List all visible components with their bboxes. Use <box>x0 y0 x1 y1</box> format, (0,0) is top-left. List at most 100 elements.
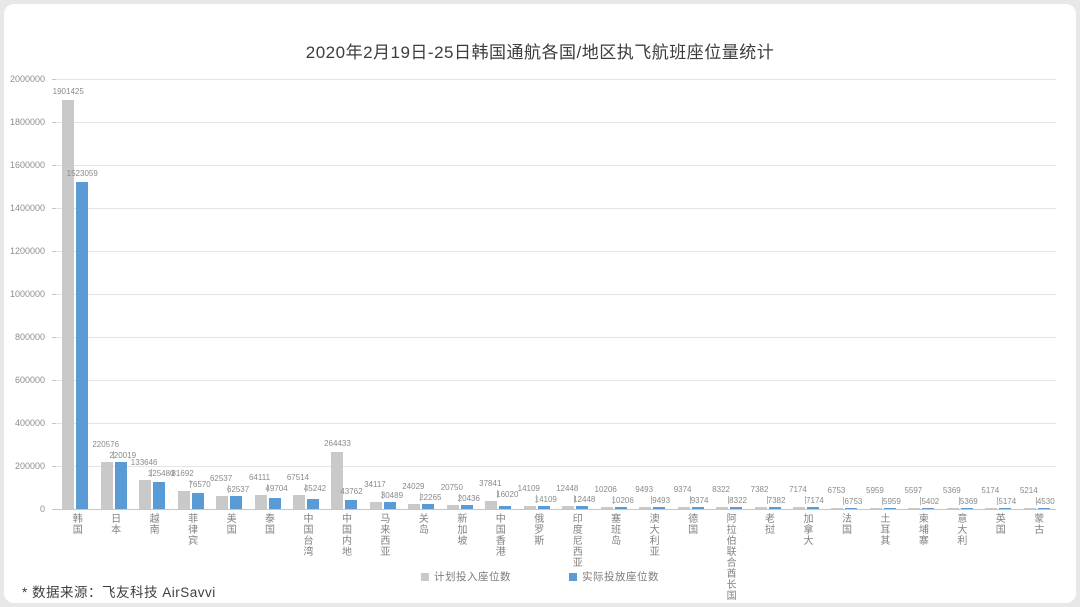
category-label: 美国 <box>210 513 248 535</box>
category-label: 蒙古 <box>1018 513 1056 535</box>
data-label-actual: 7174 <box>806 496 824 506</box>
label-leader-line <box>728 496 730 505</box>
y-axis-label: 1800000 <box>9 116 45 127</box>
bar-actual <box>153 482 166 509</box>
bar-actual <box>999 507 1012 509</box>
bar-group: 14109 14109 <box>518 79 557 509</box>
data-label-planned: 5369 <box>942 485 961 495</box>
actual-series-swatch-icon <box>569 572 577 581</box>
data-label-planned: 5174 <box>981 485 1000 495</box>
data-label-planned: 62537 <box>209 473 233 483</box>
gridline <box>56 122 1056 123</box>
bar-group: 5214 4530 <box>1018 79 1056 509</box>
bar-actual <box>268 498 281 509</box>
category-label: 俄罗斯 <box>518 513 556 546</box>
bar-group: 10206 10206 <box>594 79 634 509</box>
data-label-planned: 34117 <box>364 479 386 489</box>
bar-group: 5959 5959 <box>864 79 902 509</box>
y-axis-label: 600000 <box>14 374 45 385</box>
bar-actual <box>499 505 512 509</box>
category-label-text: 日本 <box>108 513 120 535</box>
bar-actual <box>460 504 473 509</box>
category-label-text: 法国 <box>839 513 851 535</box>
bar-actual <box>383 502 396 509</box>
label-leader-line <box>920 496 922 505</box>
legend-label-actual: 实际投放座位数 <box>582 571 659 583</box>
bar-group: 7174 7174 <box>787 79 825 509</box>
data-label-actual: 14109 <box>534 494 557 504</box>
gridline <box>56 165 1056 166</box>
label-leader-line <box>535 494 537 503</box>
bar-actual <box>230 495 243 509</box>
data-label-actual: 5402 <box>921 496 940 506</box>
category-label: 老挝 <box>748 513 786 535</box>
data-label-actual: 5369 <box>959 496 978 506</box>
data-label-planned: 10206 <box>594 484 617 494</box>
category-label: 越南 <box>133 513 171 535</box>
label-leader-line <box>843 496 845 505</box>
category-label: 英国 <box>979 513 1017 535</box>
data-label-planned: 5597 <box>904 485 923 495</box>
gridline <box>56 294 1056 295</box>
category-label-text: 意大利 <box>954 513 966 546</box>
data-label-planned: 9374 <box>673 485 692 494</box>
y-axis-label: 800000 <box>14 331 45 342</box>
data-label-planned: 5959 <box>866 485 884 495</box>
label-leader-line <box>304 483 306 492</box>
data-label-actual: 7382 <box>767 496 786 506</box>
gridline <box>56 337 1056 338</box>
data-label-actual: 1523059 <box>66 168 98 178</box>
bar-group: 9374 9374 <box>671 79 709 509</box>
data-source-note: * 数据来源：飞友科技 AirSavvi <box>22 585 216 600</box>
data-label-planned: 7382 <box>750 485 769 495</box>
bar-actual <box>191 492 204 509</box>
bar-actual <box>922 507 935 509</box>
y-axis-tick <box>52 79 56 80</box>
bar-actual <box>691 507 704 509</box>
label-leader-line <box>381 490 383 499</box>
category-label: 塞班岛 <box>594 513 632 546</box>
bar-group: 264433 43762 <box>324 79 363 509</box>
label-leader-line <box>804 496 806 505</box>
category-label: 中国台湾 <box>287 513 325 557</box>
chart-title: 2020年2月19日-25日韩国通航各国/地区执飞航班座位量统计 <box>305 43 775 62</box>
category-label: 菲律宾 <box>171 513 209 546</box>
bar-group: 81692 76570 <box>171 79 211 509</box>
data-label-actual: 8322 <box>729 496 747 506</box>
category-label: 意大利 <box>941 513 979 546</box>
y-axis-tick <box>52 337 56 338</box>
bar-planned <box>369 501 382 509</box>
data-label-actual: 45242 <box>303 483 327 493</box>
category-label-text: 印度尼西亚 <box>570 513 582 568</box>
bar-actual <box>960 507 973 509</box>
data-label-planned: 6753 <box>827 485 846 495</box>
category-label: 印度尼西亚 <box>556 513 594 568</box>
label-leader-line <box>458 493 460 502</box>
bar-planned <box>639 506 652 509</box>
gridline <box>56 208 1056 209</box>
category-axis: 韩国 日本 越南 菲律宾 美国 泰国 中国台湾 中国内地 马来西亚 关岛 新加坡 中国香港 俄罗斯 印度尼… <box>56 513 1056 601</box>
bar-actual <box>537 505 550 509</box>
category-label-text: 美国 <box>224 513 236 535</box>
plot-area: 1901425 1523059 220576 220019 133646 125480 81… <box>53 79 1056 510</box>
category-label-text: 菲律宾 <box>185 513 197 546</box>
bar-actual <box>845 507 858 509</box>
data-label-actual: 22265 <box>419 492 442 502</box>
data-label-planned: 7174 <box>789 485 807 495</box>
bar-group: 133646 125480 <box>131 79 174 509</box>
category-label-text: 加拿大 <box>800 513 812 546</box>
data-label-actual: 5959 <box>883 496 901 506</box>
y-axis-label: 400000 <box>14 417 45 428</box>
bar-planned <box>831 507 844 509</box>
bar-planned <box>523 505 536 509</box>
category-label: 韩国 <box>56 513 94 535</box>
label-leader-line <box>228 484 230 493</box>
data-label-actual: 20436 <box>457 493 480 503</box>
y-axis-label: 1200000 <box>9 245 45 256</box>
bar-group: 7382 7382 <box>748 79 786 509</box>
legend-item-actual: 实际投放座位数 <box>569 569 659 584</box>
category-label: 日本 <box>94 513 132 535</box>
data-label-actual: 49704 <box>265 484 288 494</box>
data-label-planned: 220576 <box>92 439 120 449</box>
bar-planned <box>485 500 498 509</box>
